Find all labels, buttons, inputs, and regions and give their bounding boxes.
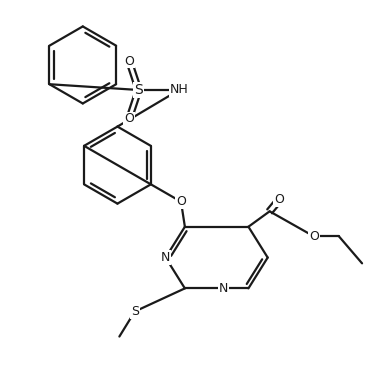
Text: O: O [309,230,319,243]
Text: S: S [134,83,143,97]
Text: O: O [274,193,284,206]
Text: NH: NH [170,83,188,97]
Text: N: N [219,282,228,295]
Text: O: O [176,195,186,208]
Text: S: S [131,305,139,318]
Text: O: O [124,55,134,68]
Text: O: O [124,113,134,125]
Text: N: N [161,251,170,264]
